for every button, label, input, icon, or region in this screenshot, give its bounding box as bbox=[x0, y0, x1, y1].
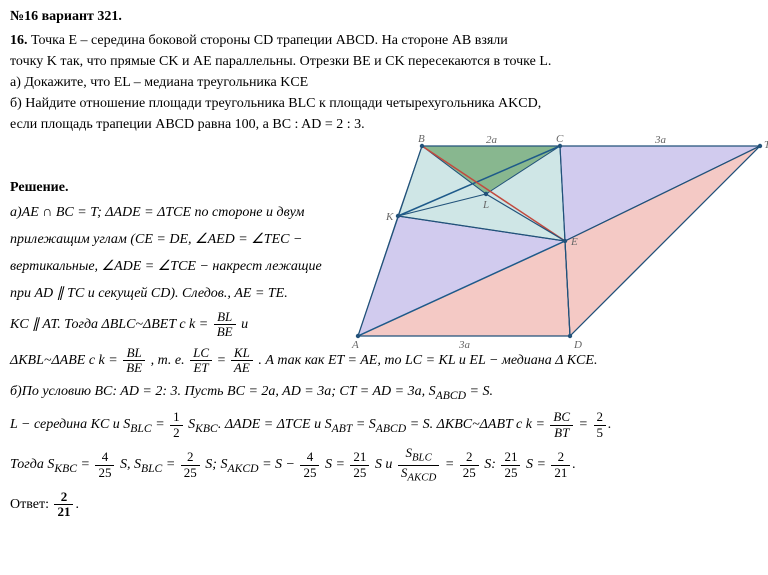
problem-number: 16. bbox=[10, 33, 28, 48]
sol-b1: б)По условию BC: AD = 2: 3. Пусть BC = 2… bbox=[10, 384, 436, 399]
answer: Ответ: 2 21 . bbox=[10, 490, 758, 520]
svg-text:3a: 3a bbox=[458, 339, 471, 351]
sol-a6a: ΔKBL~ΔABE с k = bbox=[10, 353, 121, 368]
page-title: №16 вариант 321. bbox=[10, 6, 758, 27]
frac-half: 1 2 bbox=[170, 410, 183, 440]
frac-bc-bt: BC BT bbox=[550, 410, 573, 440]
geometry-diagram: A B C D T K E L 2a 3a 3a bbox=[340, 136, 768, 354]
svg-text:2a: 2a bbox=[486, 134, 498, 146]
sol-a4: при AD ∥ TC и секущей CD). Следов., AE =… bbox=[10, 286, 288, 301]
frac-lc-et: LC ET bbox=[190, 346, 212, 376]
sol-a5b: и bbox=[241, 317, 248, 332]
svg-text:T: T bbox=[764, 139, 768, 151]
sol-a5a: KC ∥ AT. Тогда ΔBLC~ΔBET с k = bbox=[10, 317, 212, 332]
frac-2-5: 2 5 bbox=[594, 410, 607, 440]
answer-fraction: 2 21 bbox=[54, 490, 73, 520]
frac-bl-be: BL BE bbox=[214, 310, 236, 340]
svg-text:D: D bbox=[573, 339, 582, 351]
frac-21-25b: 21 25 bbox=[501, 450, 520, 480]
sol-a6b: , т. е. bbox=[151, 353, 185, 368]
frac-4-25b: 4 25 bbox=[300, 450, 319, 480]
svg-text:L: L bbox=[482, 199, 489, 211]
svg-text:3a: 3a bbox=[654, 134, 667, 146]
frac-bl-be2: BL BE bbox=[123, 346, 145, 376]
sol-a6c: . А так как ET = AE, то LC = KL и EL − м… bbox=[258, 353, 597, 368]
frac-2-21: 2 21 bbox=[551, 450, 570, 480]
sol-a3: вертикальные, ∠ADE = ∠TCE − накрест лежа… bbox=[10, 259, 322, 274]
frac-kl-ae: KL AE bbox=[231, 346, 253, 376]
svg-text:E: E bbox=[570, 236, 578, 248]
problem-statement: 16. Точка E – середина боковой стороны C… bbox=[10, 30, 758, 135]
svg-text:C: C bbox=[556, 133, 564, 145]
svg-text:B: B bbox=[418, 133, 425, 145]
sol-a1: а)AE ∩ BC = T; ΔADE = ΔTCE по стороне и … bbox=[10, 205, 304, 220]
frac-21-25a: 21 25 bbox=[350, 450, 369, 480]
problem-line5: если площадь трапеции ABCD равна 100, а … bbox=[10, 117, 365, 132]
problem-line3: a) Докажите, что EL – медиана треугольни… bbox=[10, 75, 308, 90]
problem-line4: б) Найдите отношение площади треугольник… bbox=[10, 96, 541, 111]
svg-text:K: K bbox=[385, 211, 394, 223]
frac-2-25b: 2 25 bbox=[460, 450, 479, 480]
frac-2-25: 2 25 bbox=[181, 450, 200, 480]
frac-sblc-sakcd: SBLC SAKCD bbox=[398, 446, 439, 484]
sol-a2: прилежащим углам (CE = DE, ∠AED = ∠TEC − bbox=[10, 232, 302, 247]
problem-line1: Точка E – середина боковой стороны CD тр… bbox=[31, 33, 508, 48]
frac-4-25a: 4 25 bbox=[95, 450, 114, 480]
svg-text:A: A bbox=[351, 339, 359, 351]
problem-line2: точку K так, что прямые CK и AE параллел… bbox=[10, 54, 551, 69]
